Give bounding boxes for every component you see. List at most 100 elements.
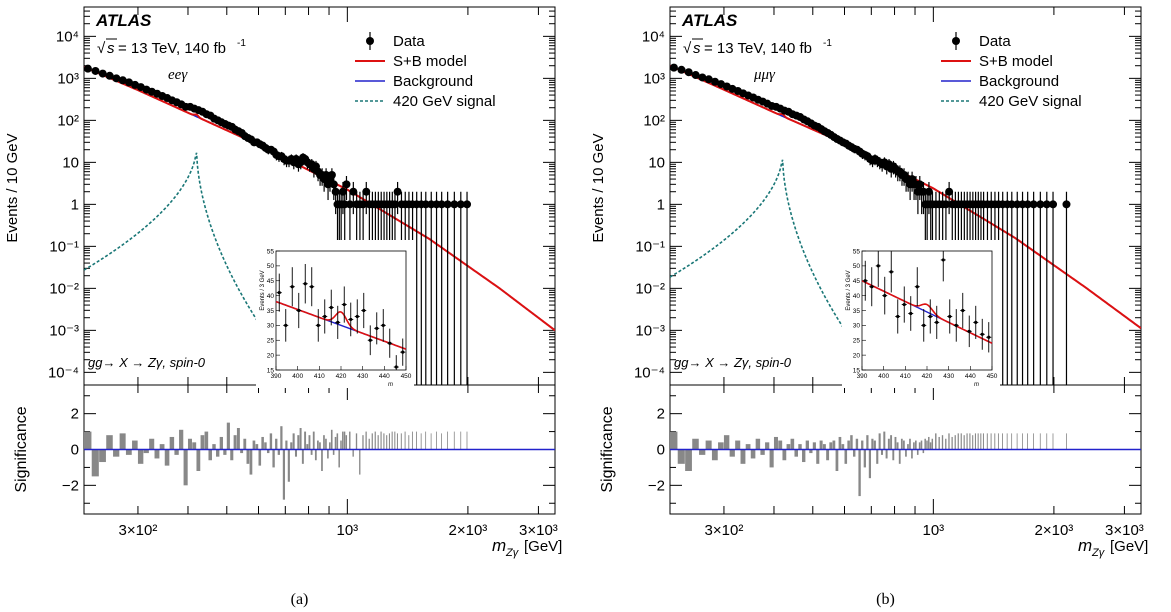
data-point [1003,191,1012,385]
significance-bar [778,440,783,450]
y-tick-label: 10 [648,154,665,171]
significance-bar [208,449,212,461]
inset-data-marker [329,305,333,310]
data-marker [1062,200,1071,209]
inset-y-title: Events / 3 GeV [260,270,266,310]
significance-bar [164,449,170,466]
inset-x-tick-label: 420 [336,373,347,380]
inset-y-tick-label: 25 [853,338,861,345]
inset-y-tick-label: 35 [267,308,275,315]
significance-bar [204,431,209,450]
significance-bar [670,431,678,450]
legend-data-marker [366,37,374,45]
data-point [1049,191,1058,385]
significance-bar [249,449,253,475]
significance-bar [336,433,339,450]
data-point [1013,191,1022,385]
significance-bar [416,431,417,450]
inset-data-point [276,273,282,312]
x-axis-title: m Zγ [GeV] [1078,536,1148,559]
data-marker [1042,200,1051,209]
significance-bar [907,444,909,450]
significance-bar [196,449,201,471]
significance-bar [294,449,298,457]
data-point [677,65,686,74]
inset-data-point [341,286,347,323]
significance-bar [460,431,462,450]
significance-bar [802,449,806,463]
inset-data-marker [362,308,366,313]
significance-bar [911,449,913,459]
significance-bar [269,433,273,450]
y-tick-label: 10⁻⁴ [634,364,665,381]
data-point [691,71,700,80]
significance-bar [765,442,770,450]
significance-bar [816,449,820,464]
significance-bar [850,435,853,450]
significance-bar [304,431,307,450]
significance-bar [380,431,382,450]
significance-bar [282,449,286,500]
inset-background [842,240,1000,388]
inset-data-point [296,292,302,329]
inset-sb-curve [861,280,993,344]
legend-data-marker [952,37,960,45]
y-tick-label: 1 [71,196,79,213]
x-axis-subscript: Zγ [505,547,520,559]
significance-bar [866,435,869,450]
significance-bar [255,444,259,450]
data-point [437,191,446,385]
significance-bar [441,433,442,450]
inset-data-point [335,305,341,339]
significance-bar [174,449,179,455]
significance-bar [334,436,337,450]
significance-bar [918,442,921,450]
inset-y-tick-label: 50 [267,263,275,270]
significance-bar [878,433,881,450]
significance-bar [885,449,888,459]
significance-bar [844,449,848,464]
significance-bar [383,433,385,450]
legend-entry: 420 GeV signal [393,93,496,110]
sqrt-s: s [693,40,701,57]
significance-bar [275,438,278,450]
significance-bar [285,440,288,450]
signal-curve [84,152,291,368]
significance-bar [755,438,761,450]
inset-data-marker [290,285,294,289]
significance-bar [740,449,746,464]
data-marker [342,180,351,189]
significance-bar [192,442,197,450]
data-point [417,191,426,385]
significance-bar [896,442,899,450]
legend: Data S+B model Background 420 GeV signal [355,32,496,110]
inset-data-point [895,299,901,334]
significance-bar [400,433,402,450]
significance-bar [832,440,836,450]
energy-label: √ s = 13 TeV, 140 fb -1 [683,38,832,57]
y-tick-label: 10³ [643,70,665,87]
significance-bar [408,435,410,450]
significance-bar [705,440,712,450]
significance-bar [183,449,188,486]
inset-x-title: m [388,382,393,388]
y-tick-label: 10⁻³ [49,322,79,339]
inset-y-tick-label: 30 [853,323,861,330]
significance-bar [826,449,830,461]
inset-data-point [882,276,888,315]
significance-bar [903,440,905,450]
significance-bar [1039,433,1041,450]
significance-bar [312,431,315,450]
sqrt-symbol: √ [97,40,106,57]
inset-x-tick-label: 400 [292,373,303,380]
significance-bar [773,436,778,450]
data-point [1029,191,1038,385]
significance-bar [1011,433,1013,450]
significance-bar [252,440,256,450]
significance-bar [1016,433,1018,450]
significance-bar [113,449,120,457]
significance-bar [750,449,756,459]
significance-bar [143,449,149,454]
inset-data-point [361,292,367,329]
process-label: gg→ X → Zγ, spin-0 [674,355,792,370]
